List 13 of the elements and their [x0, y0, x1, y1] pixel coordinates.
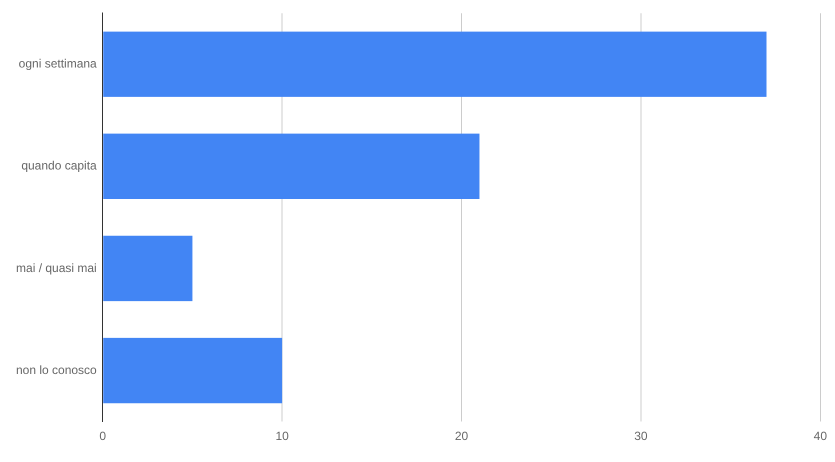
bar — [103, 134, 480, 200]
x-tick-label: 20 — [454, 429, 469, 444]
y-tick-label: non lo conosco — [16, 362, 98, 377]
x-tick-label: 10 — [275, 429, 290, 444]
bar — [103, 338, 282, 404]
x-tick-label: 40 — [814, 429, 828, 444]
x-tick-label: 30 — [634, 429, 648, 444]
x-tick-label: 0 — [99, 429, 106, 444]
y-tick-label: ogni settimana — [18, 56, 98, 71]
bar — [103, 32, 767, 97]
y-tick-label: quando capita — [21, 158, 98, 173]
y-tick-label: mai / quasi mai — [16, 260, 97, 275]
bar — [103, 236, 192, 302]
